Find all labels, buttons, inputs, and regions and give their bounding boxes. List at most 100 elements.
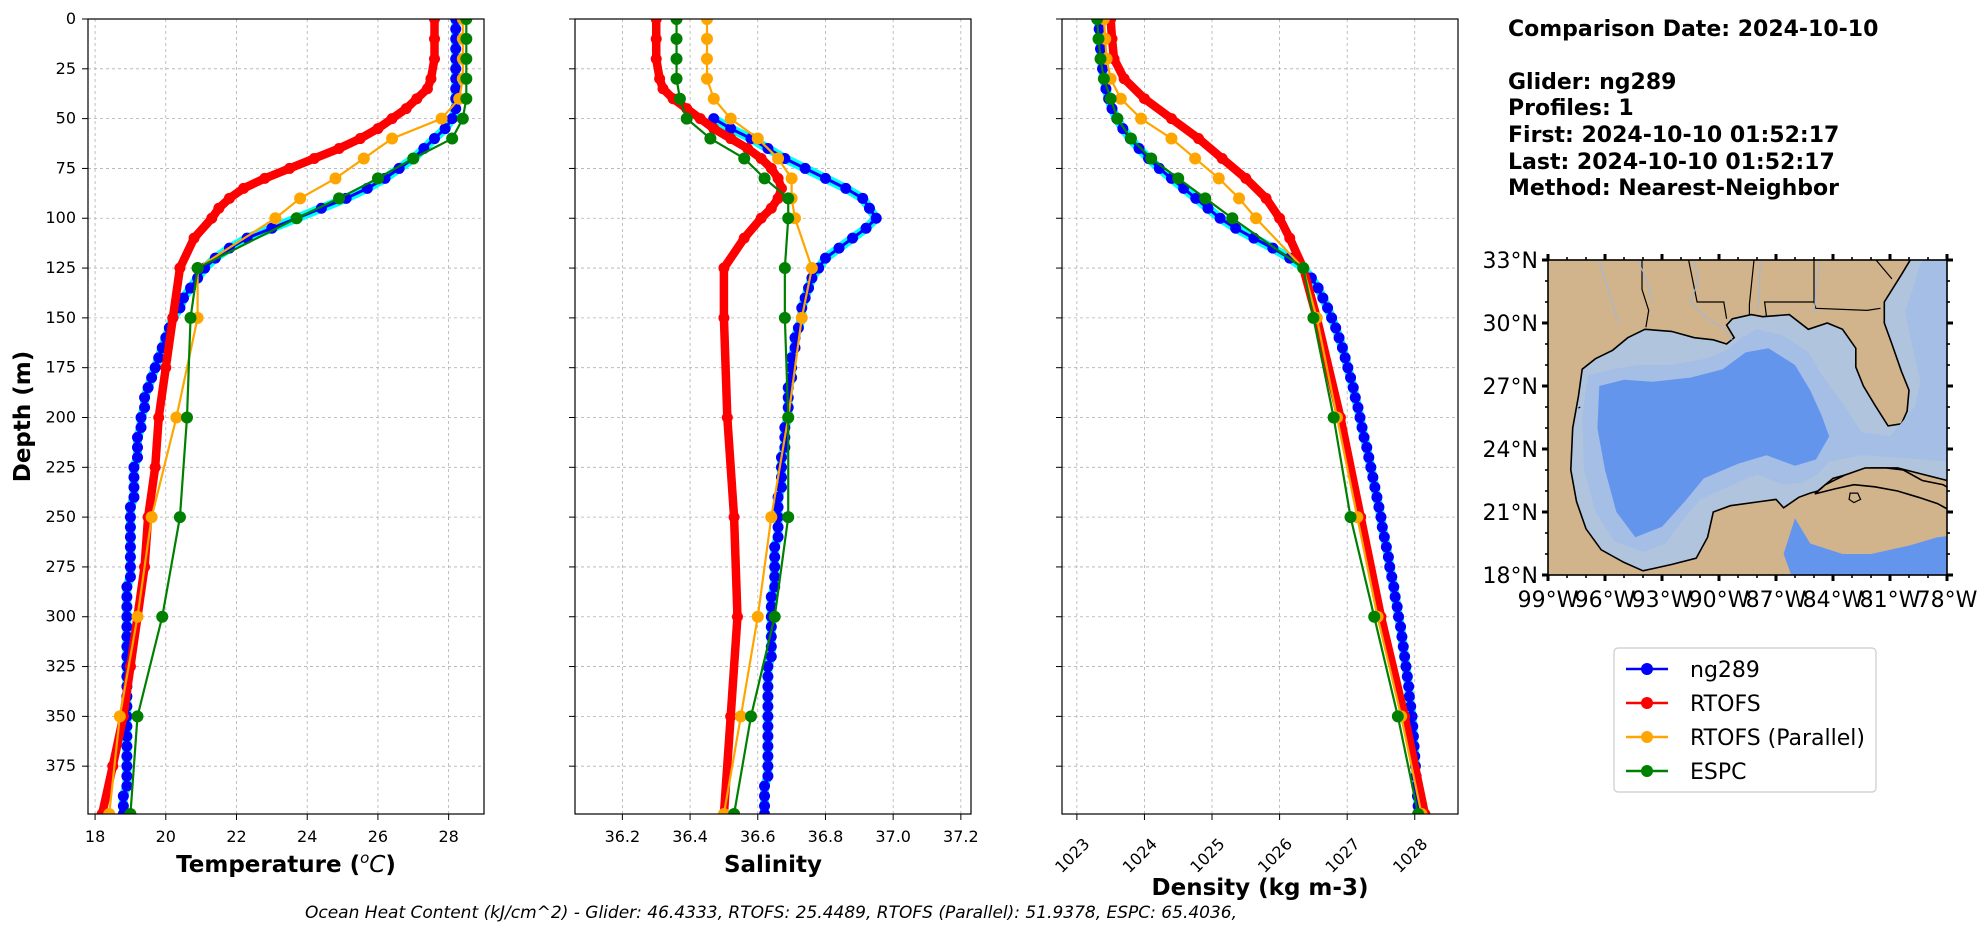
- y-tick-label: 175: [45, 358, 76, 377]
- data-point: [1396, 631, 1408, 643]
- data-point: [762, 690, 774, 702]
- panel-1: 0 25 50 75 100 125 150 175 200 225 250 275 300 325 350…: [10, 9, 485, 878]
- data-point: [1352, 402, 1364, 414]
- axes-frame: [574, 18, 972, 815]
- data-point: [765, 511, 778, 524]
- series-halo: [1093, 19, 1424, 814]
- data-point: [121, 591, 133, 603]
- lon-tick-label: 84°W: [1803, 588, 1864, 613]
- series-line: [1106, 19, 1430, 814]
- data-point: [772, 521, 784, 533]
- data-point: [1399, 651, 1411, 663]
- data-point: [795, 311, 808, 324]
- data-point: [762, 720, 774, 732]
- data-point: [460, 92, 473, 105]
- data-point: [117, 790, 129, 802]
- data-point: [1312, 282, 1324, 294]
- data-point: [1093, 23, 1105, 35]
- data-point: [269, 212, 282, 225]
- data-point: [762, 750, 774, 762]
- data-point: [145, 511, 158, 524]
- data-point: [738, 152, 751, 165]
- data-point: [1233, 192, 1246, 205]
- method: Method: Nearest-Neighbor: [1508, 176, 1839, 201]
- data-point: [755, 152, 767, 164]
- legend-swatch-marker: [1641, 697, 1653, 709]
- data-point: [1135, 112, 1148, 125]
- data-point: [124, 511, 136, 523]
- data-point: [1189, 152, 1202, 165]
- data-point: [132, 431, 143, 443]
- data-point: [142, 382, 154, 394]
- border-line: [1578, 406, 1581, 409]
- y-tick-label: 50: [56, 109, 76, 128]
- border-line: [1676, 574, 1678, 575]
- y-tick-label: 375: [45, 756, 76, 775]
- data-point: [1124, 132, 1137, 145]
- data-point: [765, 162, 777, 174]
- data-point: [429, 33, 440, 45]
- data-point: [177, 292, 189, 304]
- data-point: [1373, 501, 1385, 513]
- data-point: [121, 750, 133, 762]
- data-point: [294, 192, 307, 205]
- data-point: [121, 730, 133, 742]
- data-point: [1391, 601, 1403, 613]
- legend-swatch-marker: [1641, 663, 1653, 675]
- data-point: [708, 123, 720, 135]
- data-point: [721, 411, 733, 423]
- data-point: [762, 770, 774, 782]
- data-point: [1249, 212, 1262, 225]
- info-block: Comparison Date: 2024-10-10 Glider: ng28…: [1508, 17, 1878, 201]
- data-point: [167, 312, 179, 324]
- data-point: [701, 52, 713, 65]
- data-point: [128, 461, 140, 473]
- data-point: [124, 571, 136, 583]
- lat-tick-label: 30°N: [1483, 312, 1538, 337]
- data-point: [124, 541, 136, 553]
- river: [1756, 260, 1761, 311]
- data-point: [1274, 212, 1286, 224]
- series-ng289: [117, 19, 462, 814]
- lat-tick-label: 21°N: [1483, 501, 1538, 526]
- data-point: [1363, 451, 1375, 463]
- plot-area: [1091, 19, 1431, 814]
- grid: [88, 18, 484, 814]
- data-point: [751, 610, 764, 623]
- data-point: [411, 93, 423, 105]
- unit-c: C: [369, 852, 385, 878]
- data-point: [772, 531, 784, 543]
- data-point: [446, 113, 458, 125]
- data-point: [400, 103, 412, 115]
- data-point: [762, 680, 774, 692]
- data-point: [290, 212, 303, 225]
- data-point: [333, 143, 345, 155]
- data-point: [1165, 132, 1178, 145]
- data-point: [223, 192, 235, 204]
- data-point: [460, 72, 473, 85]
- legend-item: ng289: [1626, 658, 1760, 683]
- data-point: [762, 730, 774, 742]
- data-point: [1212, 172, 1225, 185]
- data-point: [333, 192, 346, 205]
- data-point: [124, 521, 136, 533]
- series-line: [1102, 19, 1423, 814]
- data-point: [782, 411, 795, 424]
- data-point: [113, 710, 126, 723]
- data-point: [759, 800, 771, 812]
- data-point: [1342, 362, 1354, 374]
- data-point: [259, 172, 271, 184]
- data-point: [1384, 561, 1396, 573]
- data-point: [386, 132, 399, 145]
- data-point: [124, 808, 137, 814]
- border-line: [1688, 260, 1690, 261]
- lon-tick-label: 96°W: [1575, 588, 1636, 613]
- data-point: [284, 162, 296, 174]
- data-point: [146, 372, 158, 384]
- data-point: [772, 501, 784, 513]
- data-point: [132, 451, 143, 463]
- data-point: [694, 113, 706, 125]
- data-point: [778, 311, 791, 324]
- data-point: [670, 52, 683, 65]
- data-point: [751, 132, 764, 145]
